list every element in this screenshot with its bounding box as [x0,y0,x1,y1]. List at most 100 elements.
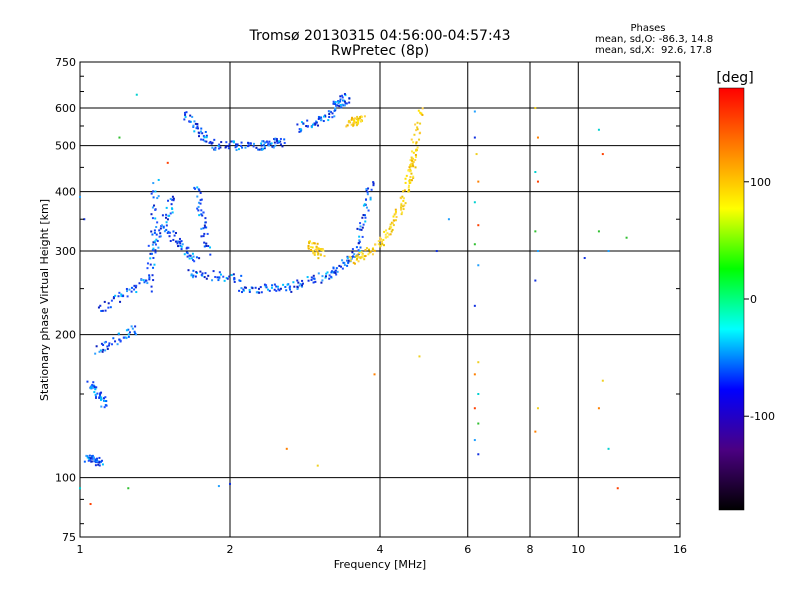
echo-point [152,196,155,199]
echo-point [111,343,114,346]
echo-point [194,122,197,125]
echo-point [311,242,314,245]
colorbar-tick-label: -100 [750,410,775,423]
scatter-point [536,250,539,253]
x-tick-label: 6 [464,543,471,556]
echo-point [400,208,403,211]
echo-point [349,259,352,262]
echo-point [195,127,198,130]
echo-point [222,275,225,278]
echo-point [148,276,151,279]
echo-point [143,281,146,284]
echo-point [386,232,389,235]
echo-point [419,131,422,134]
echo-point [199,191,202,194]
x-tick-label: 2 [227,543,234,556]
echo-point [171,207,174,210]
echo-point [348,101,351,104]
echo-point [103,300,106,303]
echo-point [401,195,404,198]
echo-point [218,276,221,279]
echo-point [317,115,320,118]
echo-point [152,190,155,193]
echo-point [260,142,263,145]
echo-point [230,140,233,143]
echo-point [415,149,418,152]
echo-point [279,137,282,140]
echo-point [154,251,157,254]
echo-point [273,138,276,141]
echo-point [98,464,101,467]
scatter-point [625,236,628,239]
echo-point [153,263,156,266]
echo-point [319,116,322,119]
echo-point [275,289,278,292]
echo-point [263,147,266,150]
echo-point [351,255,354,258]
echo-point [393,213,396,216]
echo-point [413,133,416,136]
echo-point [409,168,412,171]
echo-point [184,113,187,116]
echo-point [296,279,299,282]
echo-point [400,202,403,205]
echo-point [347,261,350,264]
echo-point [278,141,281,144]
echo-point [117,295,120,298]
echo-point [394,208,397,211]
echo-point [167,230,170,233]
echo-point [270,142,273,145]
echo-point [361,235,364,238]
echo-point [196,207,199,210]
echo-point [263,283,266,286]
echo-point [370,188,373,191]
echo-point [343,264,346,267]
echo-point [353,253,356,256]
echo-point [379,245,382,248]
echo-point [264,285,267,288]
echo-point [159,232,162,235]
echo-point [152,256,155,259]
echo-point [94,396,97,399]
echo-point [300,121,303,124]
y-tick-label: 600 [55,102,76,115]
echo-point [270,286,273,289]
echo-point [382,238,385,241]
axis-layer: 1 2 4 6 8 10 16 75 100 200 300 400 500 600 750 [55,56,687,556]
echo-point [156,221,159,224]
echo-point [95,345,98,348]
echo-point [99,460,102,463]
echo-point [241,146,244,149]
scatter-point [435,250,438,253]
echo-point [179,242,182,245]
echo-point [412,160,415,163]
y-tick-label: 75 [62,531,76,544]
echo-point [98,350,101,353]
echo-point [333,102,336,105]
echo-point [407,186,410,189]
scatter-point [477,453,480,456]
echo-point [279,143,282,146]
echo-point [145,279,148,282]
echo-point [414,123,417,126]
echo-point [377,243,380,246]
echo-point [192,255,195,258]
echo-point [232,273,235,276]
echo-point [361,256,364,259]
scatter-point [229,482,231,485]
echo-point [357,242,360,245]
echo-point [276,141,279,144]
echo-point [279,287,282,290]
echo-point [98,461,101,464]
echo-point [356,257,359,260]
echo-point [205,134,208,137]
echo-point [154,190,157,193]
echo-point [218,271,221,274]
echo-point [150,192,153,195]
echo-point [312,277,315,280]
echo-point [150,290,153,293]
echo-point [366,191,369,194]
echo-point [273,141,276,144]
echo-point [154,243,157,246]
echo-point [421,107,424,110]
